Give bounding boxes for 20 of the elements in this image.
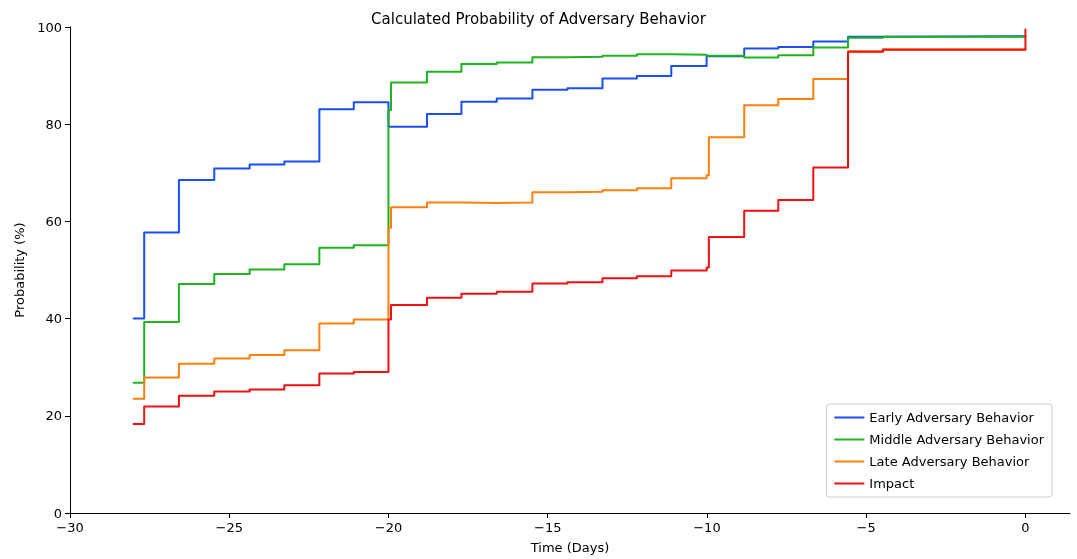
x-tick-label: −30 bbox=[56, 520, 84, 535]
y-tick-label: 60 bbox=[45, 213, 62, 229]
y-tick-label: 20 bbox=[45, 408, 62, 424]
y-tick-label: 80 bbox=[45, 116, 62, 132]
x-tick-label: −10 bbox=[693, 520, 721, 535]
legend-label: Middle Adversary Behavior bbox=[869, 432, 1045, 447]
x-tick-label: −5 bbox=[856, 520, 876, 535]
y-tick-label: 100 bbox=[37, 19, 62, 35]
legend-label: Early Adversary Behavior bbox=[869, 410, 1035, 425]
x-tick-label: 0 bbox=[1021, 520, 1030, 535]
y-axis-title: Probability (%) bbox=[12, 222, 27, 318]
legend-label: Impact bbox=[869, 476, 915, 491]
chart-title: Calculated Probability of Adversary Behavior bbox=[371, 9, 707, 28]
x-tick-label: −25 bbox=[215, 520, 243, 535]
legend-label: Late Adversary Behavior bbox=[869, 454, 1031, 469]
x-axis-title: Time (Days) bbox=[529, 540, 610, 555]
y-tick-label: 40 bbox=[45, 311, 62, 327]
x-tick-label: −15 bbox=[533, 520, 562, 535]
x-tick-label: −20 bbox=[374, 520, 403, 535]
y-tick-label: 0 bbox=[53, 505, 62, 521]
